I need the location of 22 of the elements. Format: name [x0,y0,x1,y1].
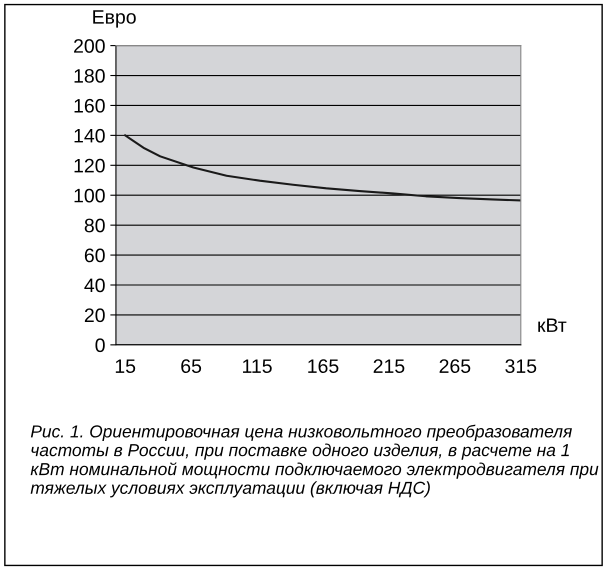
y-axis-title: Евро [93,10,136,28]
x-tick-label: 65 [181,359,202,374]
x-tick-label: 265 [440,359,470,374]
x-axis-title: кВт [538,318,566,332]
x-tick-label: 215 [374,359,404,374]
y-tick-label: 0 [95,338,105,352]
y-tick-label: 60 [84,248,105,262]
y-tick-label: 140 [74,128,105,143]
x-tick-label: 165 [308,359,338,374]
y-tick-label: 80 [84,218,105,232]
text: Рис. 1. Ориентировочная цена низковольтного преобразователя частоты в России, при поставке одного изделия, в расчете на 1 кВт номинальной мощности подключаемого электродвигателя при тяжелых условиях эксплуатации (включая НДС) [30,424,598,498]
y-tick-label: 120 [74,158,105,173]
y-tick-label: 160 [74,98,105,113]
line-series [124,134,521,202]
y-tick-label: 180 [74,68,105,83]
y-tick-label: 40 [84,278,105,292]
x-tick-label: 315 [505,359,536,374]
y-tick-label: 200 [74,39,105,53]
y-tick-label: 20 [84,308,105,322]
x-tick-label: 115 [243,359,272,374]
y-tick-label: 100 [74,188,105,202]
x-tick-label: 15 [116,359,136,374]
